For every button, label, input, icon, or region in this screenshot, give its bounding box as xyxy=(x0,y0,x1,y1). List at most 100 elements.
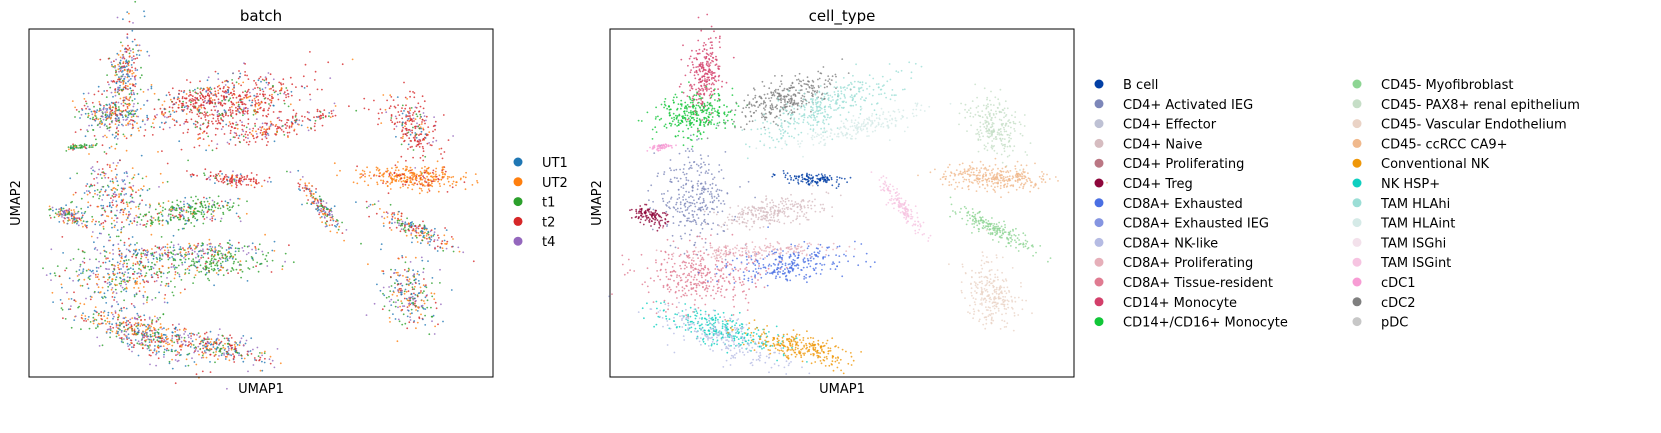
cell-type-legend-marker xyxy=(1352,119,1362,129)
batch-cluster xyxy=(69,115,169,253)
cell-type-cluster xyxy=(755,99,952,158)
cell-type-panel: cell_type UMAP1 UMAP2 B cell CD4+ Activat… xyxy=(590,7,1580,397)
cell-type-legend-marker xyxy=(1094,198,1104,208)
cell-type-cluster xyxy=(629,203,670,232)
batch-cluster xyxy=(97,0,151,139)
batch-panel: batch UMAP1 UMAP2 UT1 UT2 t1 t2 t4 xyxy=(9,0,568,397)
cell-type-legend-label: CD45- ccRCC CA9+ xyxy=(1381,137,1508,152)
cell-type-legend-marker xyxy=(1094,178,1104,188)
cell-type-legend-marker xyxy=(1352,158,1362,168)
cell-type-legend-marker xyxy=(1352,277,1362,287)
cell-type-cluster xyxy=(949,196,1052,263)
cell-type-cluster xyxy=(655,237,856,265)
cell-type-legend-label: CD8A+ Exhausted IEG xyxy=(1123,217,1269,232)
cell-type-legend-label: cDC2 xyxy=(1381,296,1416,311)
batch-legend-marker xyxy=(513,177,523,187)
batch-legend-label: UT2 xyxy=(542,176,568,191)
batch-cluster xyxy=(95,238,290,263)
cell-type-legend-label: CD4+ Proliferating xyxy=(1123,157,1244,172)
cell-type-cluster xyxy=(637,81,749,148)
cell-type-cluster xyxy=(706,58,852,140)
cell-type-legend-label: TAM HLAhi xyxy=(1380,197,1450,212)
cell-type-cluster xyxy=(646,143,677,152)
batch-cluster xyxy=(286,169,362,245)
batch-cluster xyxy=(355,200,475,263)
cell-type-cluster xyxy=(611,226,788,321)
cell-type-legend-label: B cell xyxy=(1123,78,1158,93)
batch-xlabel: UMAP1 xyxy=(238,382,284,397)
cell-type-legend-marker xyxy=(1094,138,1104,148)
cell-type-legend-label: TAM ISGint xyxy=(1380,256,1451,271)
batch-legend-label: UT1 xyxy=(542,156,568,171)
cell-type-legend: B cell CD4+ Activated IEG CD4+ Effector CD4… xyxy=(1094,78,1580,331)
batch-cluster xyxy=(124,233,295,294)
cell-type-legend-label: CD45- PAX8+ renal epithelium xyxy=(1381,98,1580,113)
batch-cluster xyxy=(119,62,285,140)
cell-type-legend-label: CD14+/CD16+ Monocyte xyxy=(1123,316,1288,331)
cell-type-cluster xyxy=(697,226,876,287)
batch-legend-marker xyxy=(513,157,523,167)
batch-cluster xyxy=(126,184,248,238)
cell-type-title: cell_type xyxy=(809,7,876,26)
cell-type-legend-marker xyxy=(1352,99,1362,109)
batch-legend-marker xyxy=(513,236,523,246)
cell-type-legend-label: cDC1 xyxy=(1381,276,1416,291)
cell-type-legend-marker xyxy=(1352,198,1362,208)
cell-type-cluster xyxy=(647,115,756,261)
cell-type-legend-label: Conventional NK xyxy=(1381,157,1490,172)
cell-type-legend-marker xyxy=(1094,218,1104,228)
cell-type-legend-label: TAM HLAint xyxy=(1380,217,1455,232)
batch-cluster xyxy=(146,326,282,373)
cell-type-legend-marker xyxy=(1352,257,1362,267)
cell-type-cluster xyxy=(608,295,811,375)
batch-legend-label: t2 xyxy=(542,215,555,230)
batch-cluster xyxy=(48,204,101,228)
cell-type-legend-label: CD4+ Treg xyxy=(1123,177,1193,192)
cell-type-legend-marker xyxy=(1352,317,1362,327)
batch-cluster xyxy=(333,161,479,195)
cell-type-legend-label: TAM ISGhi xyxy=(1380,236,1446,251)
cell-type-cluster xyxy=(703,184,842,231)
batch-cluster xyxy=(373,81,454,175)
batch-cluster xyxy=(151,51,354,165)
cell-type-cluster xyxy=(641,300,808,363)
cell-type-cluster xyxy=(958,83,1032,171)
cell-type-ylabel: UMAP2 xyxy=(590,180,605,226)
batch-legend-marker xyxy=(513,216,523,226)
cell-type-cluster xyxy=(870,171,932,242)
batch-ylabel: UMAP2 xyxy=(9,180,24,226)
cell-type-legend-label: pDC xyxy=(1381,316,1408,331)
cell-type-legend-label: CD4+ Effector xyxy=(1123,118,1217,133)
cell-type-legend-marker xyxy=(1094,257,1104,267)
cell-type-legend-label: CD8A+ Tissue-resident xyxy=(1123,276,1273,291)
cell-type-legend-marker xyxy=(1094,277,1104,287)
cell-type-legend-marker xyxy=(1352,79,1362,89)
cell-type-xlabel: UMAP1 xyxy=(819,382,865,397)
batch-cluster xyxy=(205,94,385,152)
cell-type-legend-marker xyxy=(1352,218,1362,228)
batch-legend-label: t4 xyxy=(542,235,555,250)
cell-type-cluster xyxy=(727,319,862,375)
cell-type-legend-label: CD45- Vascular Endothelium xyxy=(1381,118,1567,133)
cell-type-legend-label: NK HSP+ xyxy=(1381,177,1440,192)
cell-type-scatter-points xyxy=(608,13,1108,375)
cell-type-legend-marker xyxy=(1094,99,1104,109)
batch-cluster xyxy=(65,142,98,152)
batch-cluster xyxy=(42,225,218,315)
cell-type-cluster xyxy=(715,61,923,160)
cell-type-legend-label: CD4+ Activated IEG xyxy=(1123,98,1253,113)
cell-type-legend-marker xyxy=(1352,138,1362,148)
cell-type-legend-marker xyxy=(1094,237,1104,247)
cell-type-cluster xyxy=(948,229,1033,332)
cell-type-legend-marker xyxy=(1352,237,1362,247)
batch-cluster xyxy=(186,168,272,189)
batch-title: batch xyxy=(240,7,282,25)
cell-type-legend-label: CD8A+ NK-like xyxy=(1123,236,1218,251)
cell-type-axes-frame xyxy=(609,28,1075,378)
batch-scatter-points xyxy=(42,0,479,390)
cell-type-cluster xyxy=(771,170,852,190)
cell-type-legend-label: CD45- Myofibroblast xyxy=(1381,78,1513,93)
batch-legend-marker xyxy=(513,197,523,207)
batch-legend: UT1 UT2 t1 t2 t4 xyxy=(513,156,568,250)
